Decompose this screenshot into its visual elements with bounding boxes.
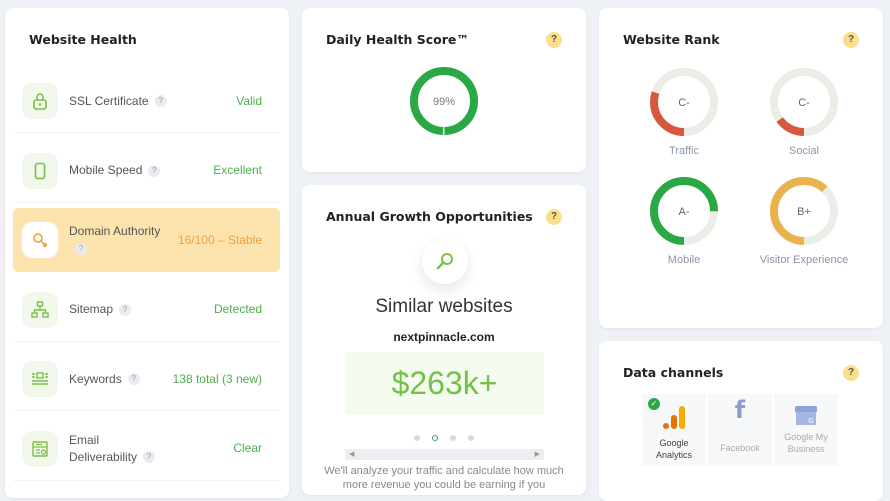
card-title: Data channels <box>623 365 724 380</box>
email-icon <box>22 430 58 467</box>
facebook-icon: f <box>734 396 746 424</box>
key-icon <box>22 222 58 258</box>
health-item-value: Detected <box>213 302 262 316</box>
health-item-value: Valid <box>236 93 262 108</box>
rank-label: Visitor Experience <box>759 254 849 266</box>
health-item-label: Domain Authority <box>69 224 161 238</box>
website-rank-card: Website Rank ? C- Traffic C- Social A- Mobile… <box>599 8 883 328</box>
health-item-mobile-speed[interactable]: Mobile Speed? Excellent <box>13 139 280 203</box>
health-item-keywords[interactable]: Keywords? 138 total (3 new) <box>13 347 280 411</box>
health-item-label: Email Deliverability <box>69 432 138 464</box>
rank-ring: B+ <box>770 177 838 245</box>
rank-label: Mobile <box>667 254 701 266</box>
rank-ring: C- <box>770 68 838 136</box>
health-item-label: SSL Certificate <box>69 93 149 108</box>
health-score-arc <box>410 67 478 135</box>
health-item-value: 138 total (3 new) <box>172 371 262 386</box>
daily-health-card: Daily Health Score™ ? 99% <box>302 8 586 172</box>
help-icon[interactable]: ? <box>119 303 132 316</box>
rank-label: Social <box>789 145 819 157</box>
health-item-email-deliverability[interactable]: Email Deliverability? Clear <box>13 417 280 481</box>
horizontal-scrollbar[interactable]: ◀ ▶ <box>345 449 544 460</box>
help-icon[interactable]: ? <box>143 451 156 464</box>
channel-facebook[interactable]: f Facebook <box>708 394 772 466</box>
health-item-domain-authority[interactable]: Domain Authority? 16/100 – Stable <box>13 208 280 272</box>
rank-grade: C- <box>798 97 810 109</box>
carousel-dot[interactable] <box>468 435 474 441</box>
rank-ring: C- <box>650 68 718 136</box>
health-item-sitemap[interactable]: Sitemap? Detected <box>13 278 280 342</box>
carousel-dot[interactable] <box>414 435 420 441</box>
search-icon <box>436 253 453 270</box>
rank-arc <box>770 68 838 136</box>
channel-google-analytics[interactable]: ✓ Google Analytics <box>642 394 706 466</box>
growth-heading: Similar websites <box>375 296 513 317</box>
scroll-left-arrow[interactable]: ◀ <box>349 451 355 458</box>
svg-text:G: G <box>808 418 813 425</box>
rank-grade: A- <box>679 206 690 218</box>
check-icon: ✓ <box>648 398 660 410</box>
health-item-label: Keywords <box>69 371 122 386</box>
rank-traffic: C- Traffic <box>624 66 744 157</box>
card-title: Website Health <box>29 32 137 47</box>
growth-description: We'll analyze your traffic and calculate… <box>324 465 564 491</box>
rank-label: Traffic <box>669 145 699 157</box>
health-score-label: 99% <box>433 96 455 108</box>
google-my-business-icon: G <box>795 406 817 425</box>
help-icon[interactable]: ? <box>148 164 161 177</box>
mobile-icon <box>22 152 58 189</box>
rank-visitor-experience: B+ Visitor Experience <box>744 175 864 266</box>
growth-amount-box: $263k+ <box>345 352 544 415</box>
card-title: Annual Growth Opportunities <box>326 209 533 224</box>
channel-google-my-business[interactable]: G Google My Business <box>774 394 838 466</box>
sitemap-icon <box>22 291 58 328</box>
keywords-icon <box>22 361 58 397</box>
search-icon-badge <box>422 238 468 284</box>
help-icon[interactable]: ? <box>546 32 562 48</box>
growth-domain: nextpinnacle.com <box>393 330 495 344</box>
help-icon[interactable]: ? <box>127 373 140 386</box>
help-icon[interactable]: ? <box>843 365 859 381</box>
health-item-value: 16/100 – Stable <box>177 232 262 247</box>
carousel-dot[interactable] <box>450 435 456 441</box>
health-score-ring: 99% <box>410 67 478 135</box>
channel-label: Facebook <box>720 443 760 453</box>
rank-arc <box>650 68 718 136</box>
rank-arc <box>650 177 718 245</box>
rank-mobile: A- Mobile <box>624 175 744 266</box>
rank-grade: B+ <box>797 206 811 218</box>
website-health-card: Website Health SSL Certificate? Valid Mo… <box>5 8 289 498</box>
lock-icon <box>22 83 58 119</box>
help-icon[interactable]: ? <box>843 32 859 48</box>
channel-label: Google My Business <box>784 432 828 454</box>
help-icon[interactable]: ? <box>154 95 167 108</box>
scroll-right-arrow[interactable]: ▶ <box>534 451 540 458</box>
rank-arc <box>770 177 838 245</box>
help-icon[interactable]: ? <box>546 209 562 225</box>
google-analytics-icon <box>663 406 685 429</box>
health-item-value: Excellent <box>213 163 262 177</box>
data-channels-card: Data channels ? ✓ Google Analytics f Fac… <box>599 341 883 501</box>
channel-label: Google Analytics <box>655 438 692 460</box>
health-item-label: Sitemap <box>69 302 114 316</box>
card-title: Website Rank <box>623 32 720 47</box>
growth-amount: $263k+ <box>391 365 498 401</box>
growth-card: Annual Growth Opportunities ? Similar we… <box>302 185 586 495</box>
carousel-dot[interactable] <box>432 435 438 441</box>
health-item-label: Mobile Speed <box>69 163 143 177</box>
health-item-ssl-certificate[interactable]: SSL Certificate? Valid <box>13 69 280 133</box>
health-item-value: Clear <box>233 441 262 455</box>
rank-social: C- Social <box>744 66 864 157</box>
rank-ring: A- <box>650 177 718 245</box>
rank-grade: C- <box>678 97 690 109</box>
help-icon[interactable]: ? <box>75 242 87 255</box>
carousel-dots <box>302 435 586 441</box>
card-title: Daily Health Score™ <box>326 32 469 47</box>
